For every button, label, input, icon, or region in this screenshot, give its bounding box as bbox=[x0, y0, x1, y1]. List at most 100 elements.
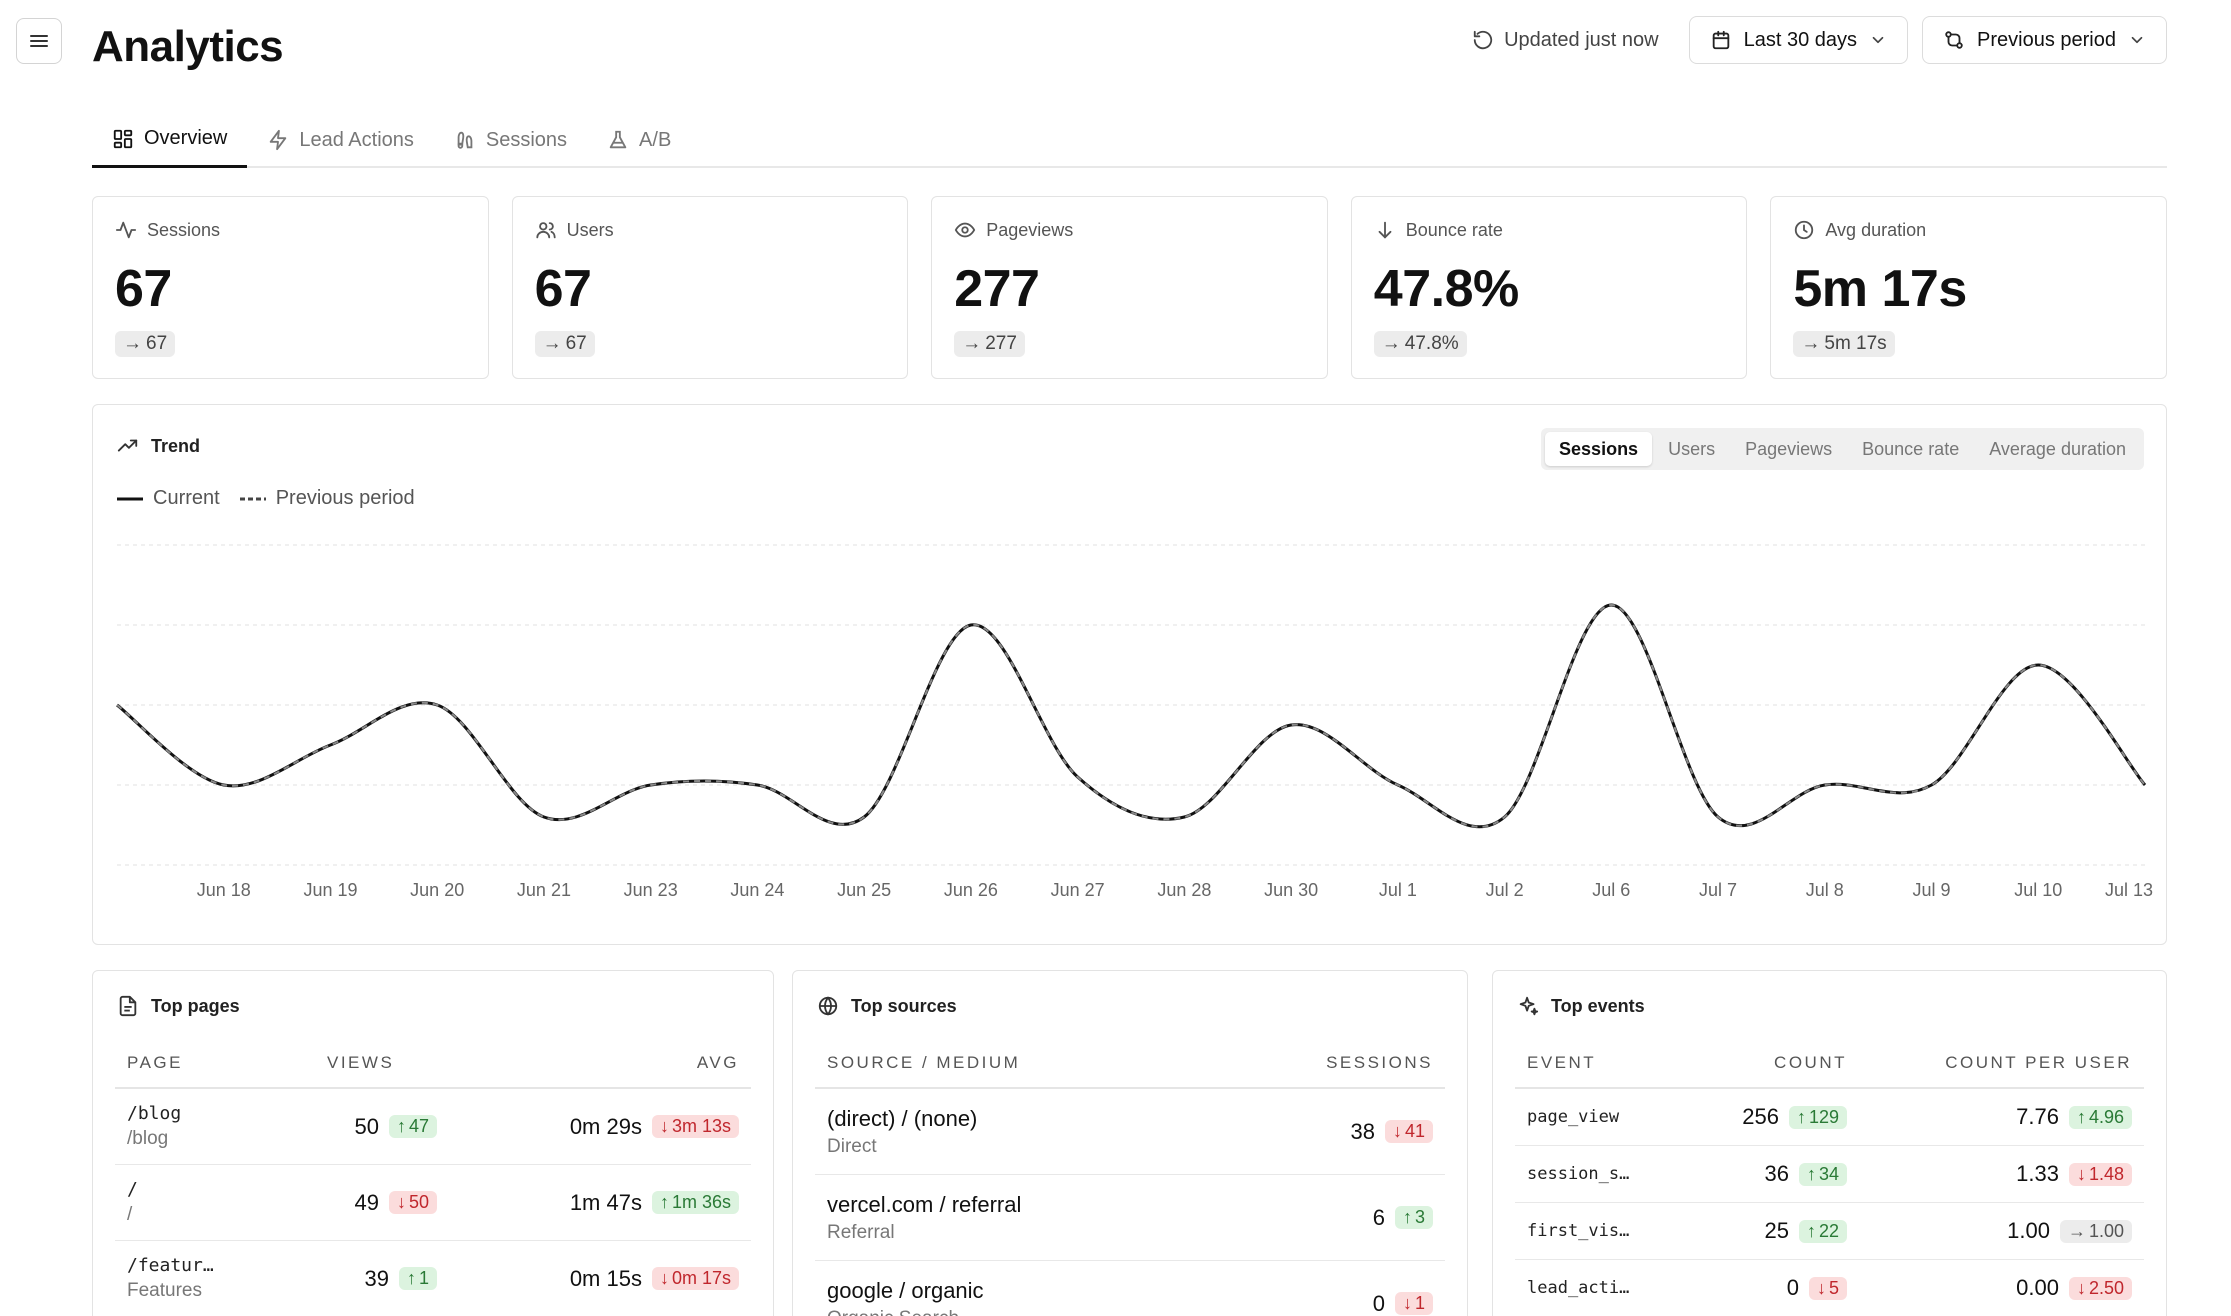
metric-prev: 277 bbox=[985, 333, 1017, 354]
x-tick-label: Jun 30 bbox=[1264, 880, 1318, 900]
top-sources-panel: Top sources SOURCE / MEDIUM SESSIONS (di… bbox=[792, 970, 1468, 1316]
metric-change-badge: → 5m 17s bbox=[1793, 331, 1895, 357]
page-path: /blog bbox=[127, 1103, 182, 1124]
table-row[interactable]: page_view 256 ↑ 129 7.76 ↑ 4.96 bbox=[1515, 1089, 2144, 1146]
change-value: 3 bbox=[1414, 1207, 1425, 1227]
tab-label: Sessions bbox=[485, 128, 568, 151]
segment-users[interactable]: Users bbox=[1668, 438, 1716, 459]
x-tick-label: Jun 21 bbox=[517, 880, 571, 900]
tab-ab[interactable]: A/B bbox=[587, 112, 691, 168]
trend-title: Trend bbox=[117, 435, 200, 457]
count-value: 256 bbox=[1742, 1104, 1779, 1129]
table-row[interactable]: /featur… Features 39 ↑ 1 0m 15s ↓ 0m 17s bbox=[115, 1241, 751, 1316]
dashed-line-swatch bbox=[239, 497, 266, 500]
change-value: 1 bbox=[1414, 1293, 1425, 1313]
arrow-up-icon: ↑ bbox=[1806, 1163, 1816, 1184]
views-value: 50 bbox=[354, 1113, 379, 1139]
compare-dropdown[interactable]: Previous period bbox=[1922, 16, 2167, 64]
grid-icon bbox=[113, 129, 133, 148]
tab-overview[interactable]: Overview bbox=[92, 112, 248, 168]
date-range-dropdown[interactable]: Last 30 days bbox=[1688, 16, 1909, 64]
metric-value: 67 bbox=[534, 260, 592, 318]
activity-icon bbox=[115, 221, 137, 239]
table-row[interactable]: first_vis… 25 ↑ 22 1.00 → 1.00 bbox=[1515, 1203, 2144, 1260]
metric-card-bounce-rate: Bounce rate 47.8% → 47.8% bbox=[1350, 196, 1748, 379]
footprints-icon bbox=[457, 131, 473, 149]
change-badge: ↑ 1 bbox=[398, 1267, 437, 1290]
x-tick-label: Jul 6 bbox=[1592, 880, 1630, 900]
legend-label: Previous period bbox=[275, 487, 415, 509]
change-badge: ↑ 34 bbox=[1798, 1162, 1847, 1186]
views-cell: 50 ↑ 47 bbox=[327, 1114, 437, 1140]
metric-change-badge: → 67 bbox=[115, 331, 176, 357]
arrow-down-icon: ↓ bbox=[659, 1268, 669, 1288]
table-row[interactable]: lead_acti… 0 ↓ 5 0.00 ↓ 2.50 bbox=[1515, 1260, 2144, 1316]
segment-bounce-rate[interactable]: Bounce rate bbox=[1862, 438, 1960, 459]
page-name: Features bbox=[127, 1280, 202, 1301]
source-medium: (direct) / (none) bbox=[827, 1105, 978, 1131]
table-row[interactable]: (direct) / (none) Direct 38 ↓ 41 bbox=[815, 1089, 1445, 1175]
arrow-down-icon bbox=[1378, 221, 1392, 239]
views-value: 39 bbox=[364, 1265, 389, 1291]
segment-sessions[interactable]: Sessions bbox=[1545, 432, 1653, 466]
count-cell: 0 ↓ 5 bbox=[1687, 1275, 1847, 1301]
metric-label: Avg duration bbox=[1825, 219, 1927, 240]
metric-value: 67 bbox=[115, 260, 172, 318]
cpu-cell: 0.00 ↓ 2.50 bbox=[1847, 1275, 2132, 1301]
x-tick-label: Jun 23 bbox=[624, 880, 678, 900]
metric-card-users: Users 67 → 67 bbox=[511, 196, 909, 379]
x-tick-label: Jul 9 bbox=[1913, 880, 1951, 900]
arrow-down-icon: ↓ bbox=[396, 1192, 406, 1212]
top-events-table: EVENT COUNT COUNT PER USER page_view 256 ↑… bbox=[1515, 1039, 2144, 1316]
metric-label: Bounce rate bbox=[1405, 219, 1503, 240]
segment-pageviews[interactable]: Pageviews bbox=[1745, 438, 1833, 459]
channel: Referral bbox=[827, 1221, 895, 1243]
source-medium: google / organic bbox=[827, 1277, 984, 1303]
table-row[interactable]: /blog/blog 50 ↑ 47 0m 29s ↓ 3m 13s bbox=[115, 1089, 751, 1165]
refresh-status[interactable]: Updated just now bbox=[1472, 29, 1659, 52]
metric-prev: 5m 17s bbox=[1824, 333, 1887, 354]
users-icon bbox=[535, 222, 556, 239]
change-value: 50 bbox=[408, 1192, 429, 1212]
change-badge: ↓ 3m 13s bbox=[651, 1115, 739, 1138]
table-row[interactable]: google / organic Organic Search 0 ↓1 bbox=[815, 1261, 1445, 1316]
x-tick-label: Jun 27 bbox=[1051, 880, 1105, 900]
event-name: session_s… bbox=[1527, 1164, 1630, 1184]
sparkles-icon bbox=[1519, 996, 1539, 1016]
table-row[interactable]: //49 ↓ 50 1m 47s ↑ 1m 36s bbox=[115, 1165, 751, 1241]
col-event: EVENT bbox=[1527, 1053, 1597, 1072]
arrow-down-icon: ↓ bbox=[1402, 1293, 1412, 1313]
change-badge: ↓ 1 bbox=[1394, 1292, 1433, 1315]
top-pages-panel: Top pages PAGE VIEWS AVG /blog/blog 50 ↑ 47… bbox=[92, 970, 774, 1316]
arrow-down-icon: ↓ bbox=[1392, 1121, 1402, 1141]
arrow-right-icon: → bbox=[1801, 333, 1821, 354]
metric-segmented-control: Sessions Users Pageviews Bounce rate Ave… bbox=[1541, 428, 2144, 470]
count-value: 25 bbox=[1764, 1218, 1789, 1243]
metric-prev: 67 bbox=[146, 333, 168, 354]
segment-average-duration[interactable]: Average duration bbox=[1989, 438, 2126, 459]
table-row[interactable]: vercel.com / referral Referral 6 ↑ 3 bbox=[815, 1175, 1445, 1261]
sidebar-toggle-button[interactable] bbox=[16, 18, 62, 64]
change-badge: ↑ 22 bbox=[1798, 1219, 1847, 1243]
count-cell: 25 ↑ 22 bbox=[1687, 1218, 1847, 1244]
arrow-up-icon: ↑ bbox=[659, 1192, 669, 1212]
trending-up-icon bbox=[117, 439, 138, 452]
change-value: 34 bbox=[1818, 1163, 1839, 1184]
tab-sessions[interactable]: Sessions bbox=[434, 112, 587, 168]
sessions-cell: 0 ↓ 1 bbox=[1273, 1291, 1433, 1316]
arrow-right-icon: → bbox=[1381, 333, 1401, 354]
table-row[interactable]: session_s… 36 ↑ 34 1.33 ↓ 1.48 bbox=[1515, 1146, 2144, 1203]
file-icon bbox=[119, 995, 137, 1017]
sessions-value: 38 bbox=[1350, 1118, 1375, 1144]
x-tick-label: Jun 28 bbox=[1157, 880, 1211, 900]
event-name: first_vis… bbox=[1527, 1221, 1630, 1241]
arrow-down-icon: ↓ bbox=[659, 1116, 669, 1136]
cpu-cell: 7.76 ↑ 4.96 bbox=[1847, 1104, 2132, 1130]
metric-change-badge: → 277 bbox=[954, 331, 1025, 357]
tab-lead-actions[interactable]: Lead Actions bbox=[247, 112, 434, 168]
menu-icon bbox=[30, 35, 48, 47]
page-cell: / / bbox=[127, 1179, 327, 1226]
count-value: 0 bbox=[1786, 1275, 1799, 1300]
metric-label: Sessions bbox=[147, 219, 221, 240]
page-name: /blog bbox=[127, 1128, 169, 1149]
